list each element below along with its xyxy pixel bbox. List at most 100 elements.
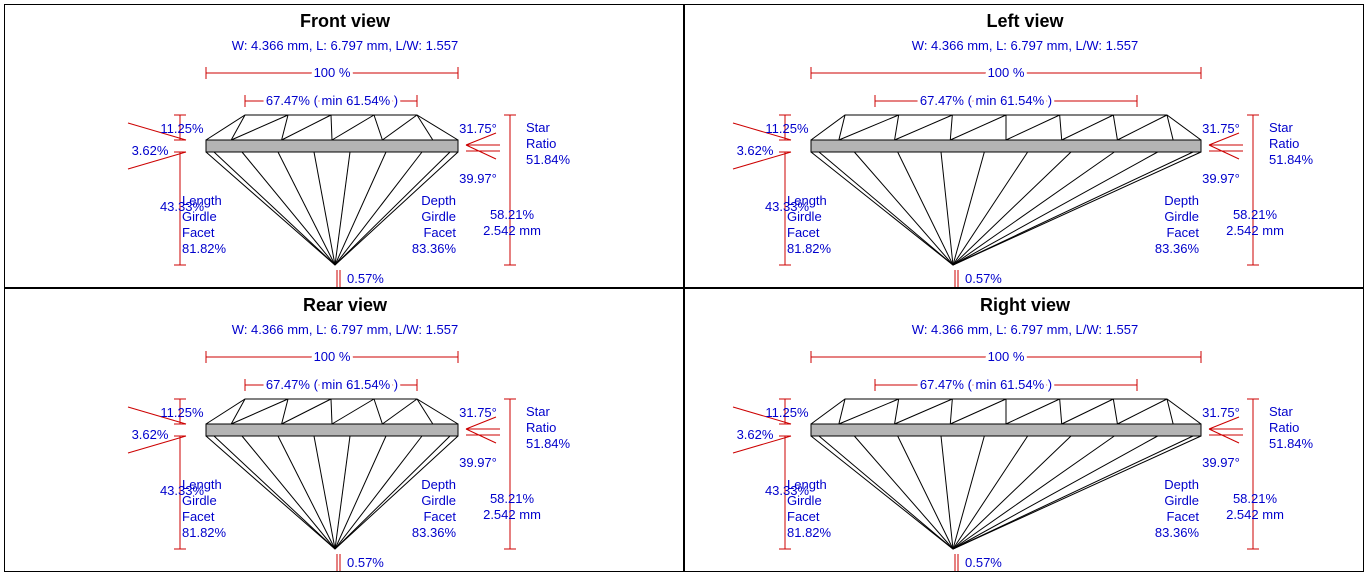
table-percent-label: 67.47% ( min 61.54% ) [266,93,398,108]
length-girdle-facet-label: Girdle [787,209,822,224]
crown-angle-ray [1208,132,1240,146]
pavilion-angle-ray [465,428,497,444]
crown-facet [330,114,333,141]
length-girdle-facet-label: Girdle [182,209,217,224]
culet-label: 0.57% [965,555,1002,570]
crown-height-label: 11.25% [765,121,809,136]
crown-facet [230,398,289,425]
total-depth-label: 58.21% [1233,207,1278,222]
girdle-band [810,423,1202,437]
pavilion-facet [897,151,954,266]
crown-facet [281,114,332,141]
crown-facet [330,398,333,425]
length-girdle-facet-label: Facet [182,225,215,240]
pavilion-angle-label: 39.97° [1202,171,1240,186]
culet-label: 0.57% [347,271,384,286]
girdle-label: 3.62% [132,427,169,442]
total-depth-label: 58.21% [490,491,535,506]
star-ratio-label: 51.84% [1269,436,1314,451]
view-title: Left view [986,11,1064,31]
crown-facet [838,398,899,425]
dimensions-label: W: 4.366 mm, L: 6.797 mm, L/W: 1.557 [912,38,1138,53]
total-depth-label: 2.542 mm [483,507,541,522]
depth-girdle-facet-label: 83.36% [1155,241,1200,256]
crown-facet [1059,398,1063,425]
pavilion-facet [952,435,985,550]
pavilion-facet [818,435,954,550]
view-diagram: Rear view W: 4.366 mm, L: 6.797 mm, L/W: … [127,295,571,571]
pavilion-facet [277,435,336,550]
pavilion-facet [952,151,1194,266]
girdle-band [205,423,459,437]
pavilion-depth-label: 43.33% [765,483,810,498]
view-diagram: Left view W: 4.366 mm, L: 6.797 mm, L/W: … [732,11,1314,287]
gem-outline [810,114,1202,266]
crown-facet [1166,398,1174,425]
crown-facet [382,398,418,425]
crown-angle-ray [465,132,497,146]
pavilion-angle-ray [465,144,497,160]
pavilion-facet [853,151,954,266]
crown-facet [230,114,246,141]
crown-facet [373,114,383,141]
view-diagram: Front view W: 4.366 mm, L: 6.797 mm, L/W:… [127,11,571,287]
crown-angle-label: 31.75° [459,121,497,136]
crown-facet [281,398,332,425]
pavilion-facet [853,435,954,550]
star-ratio-label: Star [526,120,551,135]
length-girdle-facet-label: Length [787,477,827,492]
crown-facet [1112,114,1118,141]
view-panel-side-1: Left view W: 4.366 mm, L: 6.797 mm, L/W: … [684,4,1364,288]
pavilion-facet [313,435,336,550]
pavilion-facet [952,151,985,266]
crown-leader [732,122,792,141]
depth-girdle-facet-label: Facet [1166,509,1199,524]
pavilion-facet [213,151,336,266]
crown-facet [894,114,900,141]
length-girdle-facet-label: 81.82% [787,241,832,256]
length-girdle-facet-label: Length [182,193,222,208]
star-ratio-label: Ratio [1269,136,1299,151]
pavilion-facet [241,151,336,266]
pavilion-facet [818,151,954,266]
crown-facet [838,114,846,141]
depth-girdle-facet-label: Depth [1164,193,1199,208]
width-percent-label: 100 % [988,65,1025,80]
pavilion-angle-label: 39.97° [1202,455,1240,470]
girdle-label: 3.62% [737,143,774,158]
depth-girdle-facet-label: 83.36% [412,525,457,540]
table-percent-label: 67.47% ( min 61.54% ) [920,377,1052,392]
crown-leader [732,406,792,425]
depth-girdle-facet-label: Depth [421,477,456,492]
table-percent-label: 67.47% ( min 61.54% ) [920,93,1052,108]
crown-facet [949,398,953,425]
pavilion-facet [952,151,1029,266]
girdle-label: 3.62% [132,143,169,158]
pavilion-facet [952,151,1158,266]
star-ratio-label: Ratio [526,136,556,151]
gem-outline [205,114,459,266]
crown-leader [127,122,187,141]
view-diagram: Right view W: 4.366 mm, L: 6.797 mm, L/W:… [732,295,1314,571]
crown-facet [373,398,383,425]
crown-facet [1005,398,1060,425]
width-percent-label: 100 % [314,65,351,80]
length-girdle-facet-label: 81.82% [182,525,227,540]
crown-angle-label: 31.75° [1202,405,1240,420]
view-title: Rear view [303,295,388,315]
crown-angle-ray [1208,416,1240,430]
crown-facet [230,114,289,141]
crown-facet [416,398,434,425]
pavilion-facet [241,435,336,550]
depth-girdle-facet-label: Depth [421,193,456,208]
dimensions-label: W: 4.366 mm, L: 6.797 mm, L/W: 1.557 [912,322,1138,337]
crown-facet [281,398,289,425]
pavilion-facet [313,151,336,266]
total-depth-label: 2.542 mm [483,223,541,238]
pavilion-facet [952,435,1158,550]
length-girdle-facet-label: Length [787,193,827,208]
view-panel-front-2: Rear view W: 4.366 mm, L: 6.797 mm, L/W: … [4,288,684,572]
pavilion-facet [897,435,954,550]
length-girdle-facet-label: Facet [182,509,215,524]
diagram-grid: Front view W: 4.366 mm, L: 6.797 mm, L/W:… [4,4,1364,572]
